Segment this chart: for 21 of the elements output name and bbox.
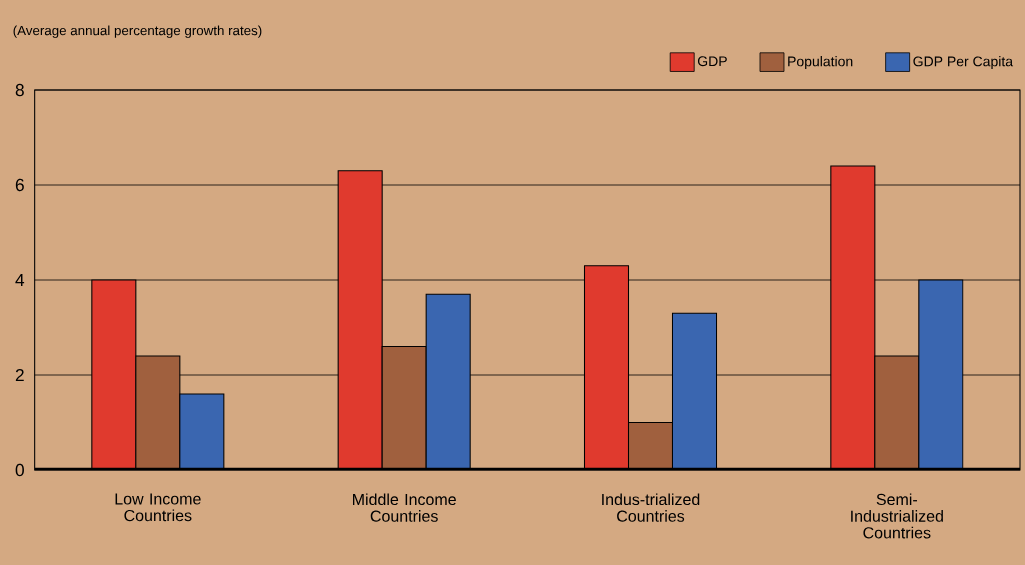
bar bbox=[179, 393, 225, 470]
bar bbox=[91, 279, 137, 470]
bar bbox=[425, 293, 471, 470]
y-tick-label: 0 bbox=[15, 463, 24, 477]
bar bbox=[671, 312, 718, 470]
x-tick-label: Semi-Industrialized Countries bbox=[851, 493, 943, 539]
y-tick-label: 2 bbox=[15, 368, 24, 382]
y-tick-label: 8 bbox=[15, 83, 24, 97]
chart-title: (Average annual percentage growth rates) bbox=[13, 25, 262, 38]
legend-label: GDP Per Capita bbox=[913, 56, 1014, 70]
x-tick-label: Indus-trialized Countries bbox=[602, 493, 700, 522]
legend-label: Population bbox=[788, 56, 853, 70]
bar bbox=[830, 165, 876, 470]
x-tick-label: Middle Income Countries bbox=[353, 493, 456, 522]
legend-label: GDP bbox=[697, 56, 727, 67]
y-tick-label: 4 bbox=[15, 274, 25, 286]
bar bbox=[583, 265, 630, 470]
bar bbox=[337, 170, 383, 470]
y-tick-label: 6 bbox=[15, 178, 24, 192]
bar bbox=[918, 279, 964, 470]
x-tick-label: Low Income Countries bbox=[115, 493, 201, 522]
